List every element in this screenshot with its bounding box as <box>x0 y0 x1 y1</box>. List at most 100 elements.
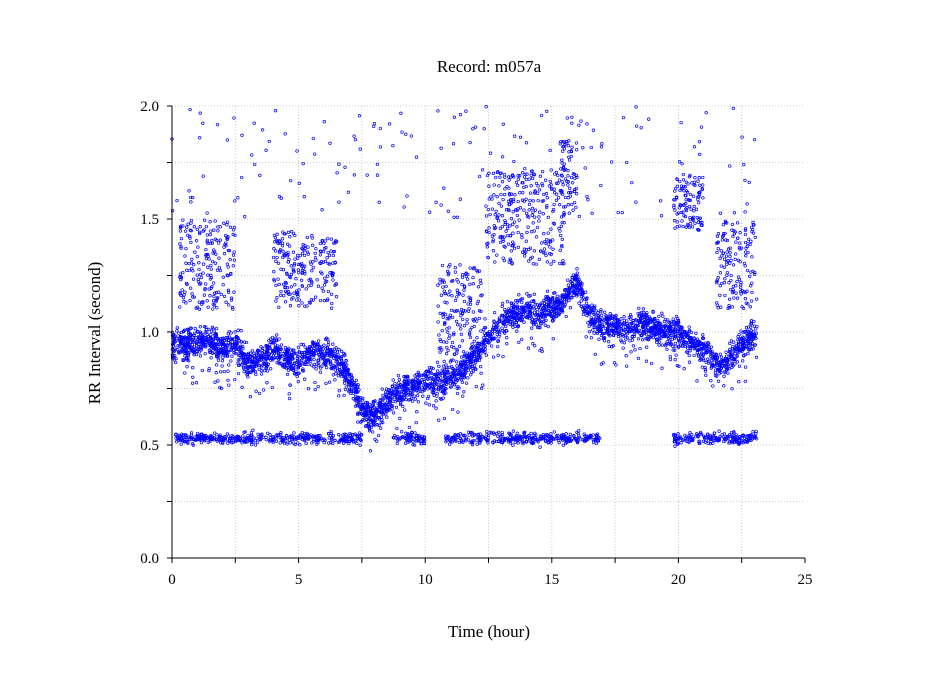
data-point <box>329 237 334 241</box>
data-point <box>354 433 359 438</box>
data-point <box>460 275 465 280</box>
data-point <box>316 364 321 368</box>
data-point <box>296 262 301 267</box>
data-point <box>628 327 633 332</box>
data-point <box>602 331 606 336</box>
data-point <box>207 348 212 352</box>
data-point <box>213 219 217 223</box>
data-point <box>266 349 270 353</box>
data-point <box>372 420 377 424</box>
data-point <box>687 353 691 358</box>
data-point <box>281 230 285 234</box>
data-point <box>502 439 506 443</box>
data-point <box>276 433 280 438</box>
data-point <box>691 344 695 348</box>
data-point <box>216 340 221 344</box>
data-point <box>293 442 297 447</box>
data-point <box>361 403 365 407</box>
data-point <box>473 367 477 371</box>
data-point <box>739 329 743 333</box>
data-point <box>416 400 420 404</box>
data-point <box>303 304 307 308</box>
data-point <box>520 437 525 441</box>
data-point <box>550 297 555 301</box>
data-point <box>673 348 677 352</box>
data-point <box>517 293 521 297</box>
data-point <box>292 270 296 274</box>
data-point <box>276 351 280 356</box>
data-point <box>496 430 501 435</box>
data-point <box>497 320 502 324</box>
data-point <box>277 355 281 360</box>
data-point <box>458 323 462 327</box>
data-point <box>523 309 528 313</box>
data-point <box>348 431 352 436</box>
data-point <box>685 439 689 443</box>
data-point <box>327 262 332 266</box>
data-point <box>180 288 184 292</box>
data-point <box>624 337 628 341</box>
data-point <box>463 309 468 313</box>
data-point <box>647 337 651 341</box>
data-point <box>457 344 462 348</box>
data-point <box>277 282 281 287</box>
data-point <box>287 275 292 279</box>
data-point <box>177 339 182 343</box>
data-point <box>479 294 483 298</box>
data-point <box>198 332 203 336</box>
data-point <box>745 341 749 346</box>
data-point <box>403 441 408 445</box>
data-point <box>480 340 484 344</box>
data-point <box>441 315 445 319</box>
data-point <box>630 338 635 342</box>
data-point <box>452 331 456 335</box>
data-point <box>593 321 597 325</box>
data-point <box>656 322 661 326</box>
data-point <box>523 435 528 439</box>
data-point <box>458 432 463 436</box>
data-point <box>281 294 286 298</box>
data-point <box>329 306 334 310</box>
data-point <box>448 385 453 389</box>
data-point <box>398 416 402 421</box>
data-point <box>260 365 264 369</box>
data-point <box>572 289 576 294</box>
data-point <box>207 366 211 371</box>
data-point <box>285 357 289 361</box>
data-point <box>434 399 438 403</box>
data-point <box>274 348 279 352</box>
data-point <box>430 380 435 384</box>
data-point <box>741 433 745 437</box>
data-point <box>298 363 303 368</box>
data-point <box>669 341 673 345</box>
data-point <box>616 321 620 325</box>
data-point <box>315 436 319 440</box>
data-point <box>545 295 550 299</box>
data-point <box>229 298 234 302</box>
data-point <box>204 282 208 286</box>
data-point <box>662 319 667 324</box>
data-point <box>520 337 524 342</box>
data-point <box>318 370 323 374</box>
data-point <box>194 239 199 243</box>
data-point <box>204 257 208 261</box>
data-point <box>538 445 542 449</box>
data-point <box>649 335 653 339</box>
data-point <box>306 432 310 437</box>
data-point <box>629 315 633 319</box>
data-point <box>415 379 420 383</box>
data-point <box>673 341 678 346</box>
data-point <box>663 344 668 348</box>
data-point <box>310 269 314 273</box>
data-point <box>227 248 231 253</box>
data-point <box>467 430 471 434</box>
data-point <box>273 355 277 360</box>
data-point <box>519 312 524 317</box>
data-point <box>676 437 681 441</box>
data-point <box>679 325 684 329</box>
data-point <box>217 266 221 270</box>
data-point <box>219 292 223 297</box>
data-point <box>195 329 200 334</box>
data-point <box>482 343 486 347</box>
data-point <box>474 384 478 389</box>
